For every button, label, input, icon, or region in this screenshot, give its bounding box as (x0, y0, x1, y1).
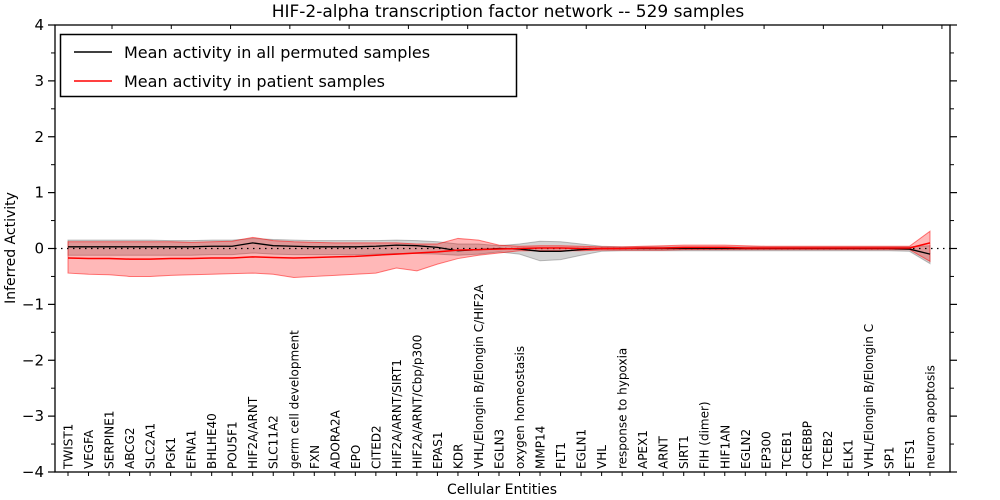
x-category-label: ARNT (657, 435, 671, 469)
x-category-label: TWIST1 (62, 424, 76, 470)
x-category-label: HIF2A/ARNT/SIRT1 (390, 359, 404, 469)
x-category-label: EP300 (759, 431, 773, 469)
x-category-label: EGLN3 (493, 429, 507, 469)
y-tick-label: 2 (34, 128, 44, 146)
permuted-band (67, 237, 931, 265)
x-category-label: EPO (349, 445, 363, 469)
x-category-label: VHL (595, 445, 609, 469)
x-category-label: BHLHE40 (205, 413, 219, 469)
x-category-label: response to hypoxia (616, 348, 630, 469)
x-category-label: FLT1 (554, 442, 568, 469)
x-category-label: APEX1 (636, 430, 650, 469)
legend: Mean activity in all permuted samples Mea… (59, 33, 518, 98)
legend-label: Mean activity in patient samples (124, 72, 385, 91)
patient-mean-line (67, 242, 931, 260)
x-category-label: HIF1AN (718, 425, 732, 469)
x-category-label: ADORA2A (328, 409, 342, 469)
x-category-label: SIRT1 (677, 435, 691, 469)
y-tick-label: −1 (22, 295, 44, 313)
x-axis-label: Cellular Entities (447, 482, 557, 498)
mean-lines (67, 242, 931, 260)
y-tick-label: 3 (34, 72, 44, 90)
x-category-label: ELK1 (841, 439, 855, 469)
x-category-label: ABCG2 (123, 427, 137, 469)
chart-title: HIF-2-alpha transcription factor network… (272, 2, 745, 22)
x-category-label: KDR (451, 444, 465, 469)
x-category-label: ETS1 (903, 439, 917, 469)
x-category-label: neuron apoptosis (924, 365, 938, 469)
x-category-label: EPAS1 (431, 431, 445, 469)
x-category-label: EGLN1 (575, 429, 589, 469)
x-category-label: SP1 (882, 447, 896, 470)
axes: −4 −3 −2 −1 0 1 2 3 4 TWIST1 VEGFA SERPINE1 ABCG2 SLC… (22, 16, 957, 481)
x-category-label: VEGFA (82, 429, 96, 469)
x-category-label: POU5F1 (226, 421, 240, 469)
x-category-label: CITED2 (369, 425, 383, 469)
legend-label: Mean activity in all permuted samples (124, 43, 430, 62)
x-category-label: HIF2A/ARNT/Cbp/p300 (410, 335, 424, 469)
x-category-label: HIF2A/ARNT (246, 396, 260, 469)
x-category-label: SLC2A1 (144, 423, 158, 469)
x-category-label: VHL/Elongin B/Elongin C (862, 324, 876, 469)
y-tick-label: 0 (34, 240, 44, 258)
x-category-label: SLC11A2 (267, 415, 281, 469)
y-tick-label: −3 (22, 407, 44, 425)
y-tick-label: −4 (22, 463, 44, 481)
legend-box (59, 33, 518, 98)
x-category-label: SERPINE1 (103, 410, 117, 469)
x-category-label: EGLN2 (739, 429, 753, 469)
x-category-label: TCEB1 (780, 431, 794, 470)
x-category-label: TCEB2 (821, 431, 835, 470)
x-category-label: MMP14 (534, 426, 548, 469)
y-tick-label: 1 (34, 184, 44, 202)
confidence-bands (67, 230, 931, 279)
x-category-label: FXN (308, 445, 322, 469)
x-category-label: VHL/Elongin B/Elongin C/HIF2A (472, 284, 486, 469)
x-category-label: CREBBP (800, 421, 814, 469)
x-category-label: EFNA1 (185, 430, 199, 469)
y-tick-label: 4 (34, 16, 44, 34)
x-category-label: oxygen homeostasis (513, 346, 527, 469)
x-category-label: germ cell development (287, 330, 301, 469)
patient-band (67, 230, 931, 279)
y-tick-label: −2 (22, 351, 44, 369)
y-axis-label: Inferred Activity (3, 192, 19, 304)
x-category-label: PGK1 (164, 437, 178, 469)
x-category-label: FIH (dimer) (698, 401, 712, 469)
